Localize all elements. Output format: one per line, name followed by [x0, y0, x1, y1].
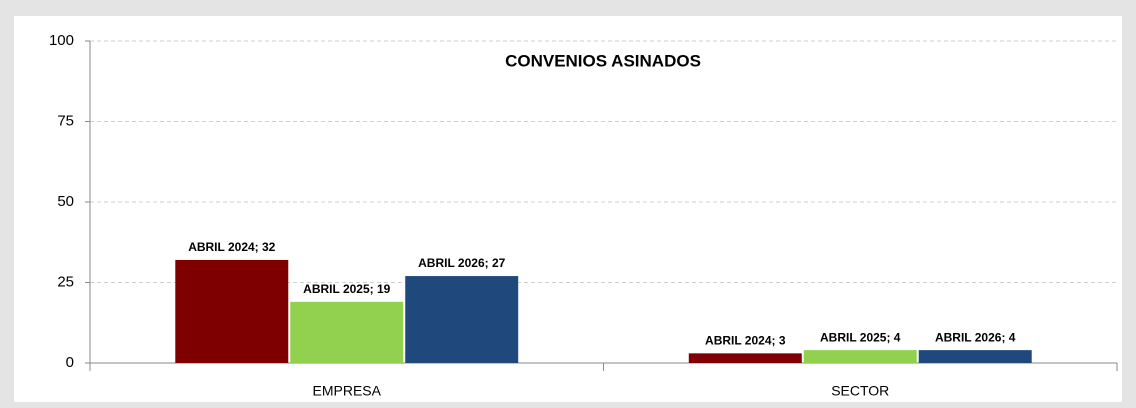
y-tick-label: 50 — [57, 193, 74, 210]
bar — [290, 301, 404, 363]
data-label: ABRIL 2025; 19 — [303, 282, 390, 296]
y-tick-label: 100 — [49, 32, 74, 49]
x-tick-label: SECTOR — [831, 383, 889, 399]
data-label: ABRIL 2026; 27 — [418, 256, 505, 270]
data-label: ABRIL 2025; 4 — [820, 330, 901, 344]
x-tick-label: EMPRESA — [313, 383, 382, 399]
chart-title: CONVENIOS ASINADOS — [505, 51, 701, 70]
bar — [405, 276, 519, 363]
y-tick-label: 75 — [57, 112, 74, 129]
data-label: ABRIL 2024; 3 — [705, 334, 786, 348]
data-label: ABRIL 2024; 32 — [188, 240, 275, 254]
bar — [175, 259, 289, 363]
bar — [803, 350, 917, 363]
y-tick-label: 0 — [66, 354, 74, 371]
bar — [918, 350, 1032, 363]
y-tick-label: 25 — [57, 273, 74, 290]
data-label: ABRIL 2026; 4 — [935, 330, 1016, 344]
bar — [688, 353, 802, 363]
